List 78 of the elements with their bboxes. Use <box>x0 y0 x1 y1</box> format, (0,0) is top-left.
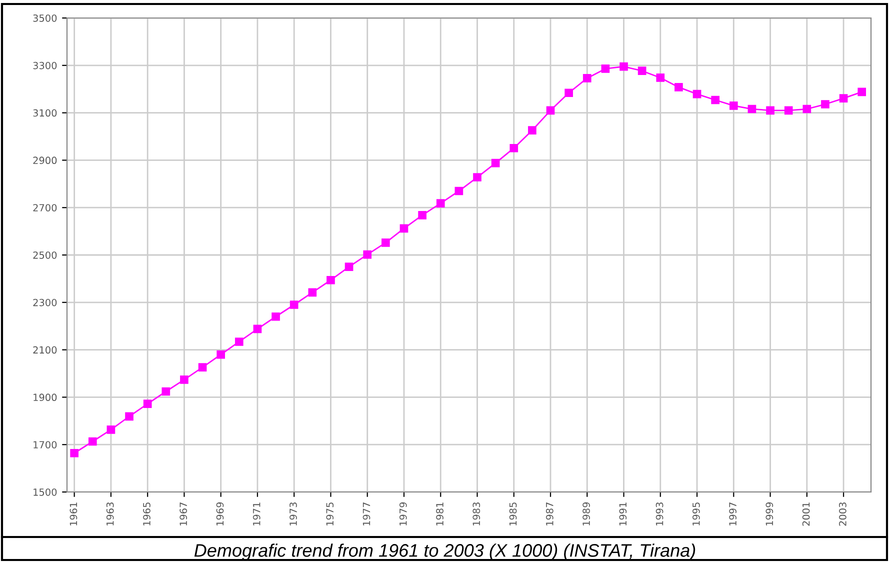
x-tick-label: 1969 <box>216 502 224 526</box>
point <box>858 88 866 96</box>
x-tick-label: 1963 <box>106 502 114 526</box>
point <box>143 400 152 408</box>
y-tick-label: 3500 <box>33 14 57 22</box>
y-tick-label: 3100 <box>33 109 57 117</box>
point <box>290 300 298 309</box>
x-tick-label: 1981 <box>436 502 444 526</box>
point <box>620 62 628 71</box>
point <box>363 250 372 259</box>
x-tick-label: 1971 <box>252 502 260 526</box>
point <box>784 106 793 115</box>
point <box>564 88 573 98</box>
x-tick-label: 1997 <box>729 502 736 526</box>
y-tick-label: 1900 <box>34 394 57 402</box>
point <box>454 186 464 196</box>
point <box>272 312 280 321</box>
x-tick-label: 1961 <box>70 502 78 526</box>
point <box>198 363 207 372</box>
x-tick-label: 1999 <box>766 502 774 526</box>
point <box>692 90 702 98</box>
point <box>125 412 134 421</box>
x-tick-label: 1989 <box>582 502 590 526</box>
x-tick-label: 1991 <box>619 502 627 526</box>
point <box>308 288 317 297</box>
point <box>510 144 518 152</box>
x-tick-label: 1979 <box>399 502 407 526</box>
x-tick-label: 1987 <box>546 502 554 526</box>
y-tick-label: 2300 <box>33 298 57 306</box>
point <box>216 350 226 359</box>
point <box>601 64 610 73</box>
point <box>821 100 830 108</box>
point <box>234 338 244 346</box>
point <box>729 102 738 110</box>
y-tick-label: 1500 <box>34 488 57 496</box>
y-tick-label: 2100 <box>33 346 57 354</box>
point <box>382 238 390 247</box>
x-tick-label: 1977 <box>362 502 370 526</box>
point <box>582 74 592 82</box>
x-tick-label: 1975 <box>326 502 334 526</box>
point <box>326 276 335 284</box>
point <box>418 211 426 220</box>
x-tick-label: 2001 <box>802 502 810 526</box>
x-tick-label: 2003 <box>838 502 846 526</box>
x-tick-label: 1985 <box>509 502 517 526</box>
point <box>546 106 555 115</box>
point <box>180 375 188 384</box>
x-tick-label: 1995 <box>692 502 700 526</box>
point <box>344 262 354 272</box>
point <box>638 66 646 76</box>
point <box>473 173 482 182</box>
point <box>802 104 812 114</box>
point <box>436 199 445 208</box>
x-tick-label: 1983 <box>472 502 480 526</box>
point <box>656 74 665 82</box>
y-tick-label: 2900 <box>33 156 57 164</box>
point <box>528 126 536 135</box>
text: Demografic trend from 1961 to 2003 (X 1000) (INSTAT, Tirana) <box>194 544 696 560</box>
point <box>162 387 170 396</box>
x-tick-label: 1993 <box>656 502 664 526</box>
point <box>253 324 262 334</box>
x-tick-label: 1973 <box>290 502 297 526</box>
point <box>70 448 78 458</box>
y-tick-label: 1700 <box>34 441 57 448</box>
point <box>674 83 683 92</box>
x-tick-label: 1967 <box>180 502 188 526</box>
x-tick-label: 1965 <box>143 502 150 526</box>
point <box>711 96 720 104</box>
y-tick-label: 2700 <box>33 204 57 212</box>
y-tick-label: 2500 <box>33 251 57 259</box>
y-tick-label: 3300 <box>33 62 57 70</box>
point <box>491 158 500 168</box>
point <box>400 224 408 233</box>
point <box>88 437 97 446</box>
point <box>766 106 774 115</box>
point <box>748 104 756 114</box>
point <box>839 94 848 103</box>
point <box>106 426 116 434</box>
